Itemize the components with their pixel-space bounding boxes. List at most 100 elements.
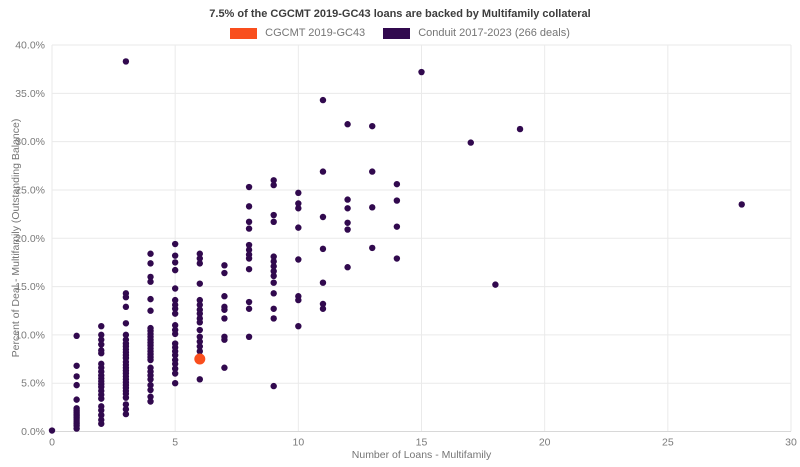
scatter-point[interactable] [270,382,277,390]
scatter-point[interactable] [98,341,105,348]
scatter-point[interactable] [48,427,56,434]
scatter-point[interactable] [738,201,745,208]
scatter-point[interactable] [245,298,253,306]
scatter-point[interactable] [98,350,105,357]
scatter-point[interactable] [344,219,351,226]
scatter-point[interactable] [295,256,302,263]
scatter-point[interactable] [147,386,154,394]
scatter-point[interactable] [171,351,179,359]
scatter-point[interactable] [467,139,474,146]
scatter-point[interactable] [171,365,179,372]
scatter-point[interactable] [393,197,401,204]
scatter-point[interactable] [270,253,277,260]
scatter-point[interactable] [245,183,253,191]
scatter-point[interactable] [196,280,203,287]
scatter-point[interactable] [196,301,203,309]
legend-item-cgcmt-2019-gc43[interactable]: CGCMT 2019-GC43 [230,27,365,39]
scatter-point[interactable] [171,252,179,259]
scatter-point[interactable] [270,290,277,297]
scatter-point[interactable] [98,420,105,427]
scatter-point[interactable] [171,305,179,312]
scatter-point[interactable] [73,425,80,432]
scatter-point[interactable] [221,315,228,322]
scatter-point[interactable] [73,381,80,389]
scatter-point[interactable] [98,336,105,343]
scatter-point[interactable] [122,320,130,327]
scatter-point[interactable] [196,260,203,267]
scatter-point[interactable] [221,306,228,313]
scatter-point[interactable] [270,279,277,286]
scatter-point[interactable] [344,264,351,271]
scatter-point[interactable] [122,394,130,401]
scatter-point[interactable] [147,250,154,257]
scatter-point[interactable] [196,376,203,383]
scatter-point[interactable] [147,295,154,303]
scatter-point[interactable] [73,396,80,403]
scatter-point[interactable] [147,278,154,285]
scatter-point[interactable] [122,410,130,418]
scatter-point[interactable] [221,293,228,300]
scatter-point[interactable] [171,330,179,338]
scatter-point[interactable] [344,205,351,212]
scatter-point[interactable] [344,121,351,128]
scatter-point[interactable] [245,241,253,249]
scatter-point[interactable] [319,305,327,312]
scatter-point[interactable] [245,265,253,273]
scatter-point[interactable] [171,259,179,266]
scatter-point[interactable] [196,333,203,341]
scatter-point[interactable] [171,240,179,248]
scatter-point[interactable] [270,272,277,280]
scatter-point[interactable] [344,226,351,233]
scatter-point[interactable] [147,381,154,389]
scatter-point[interactable] [295,205,302,212]
scatter-point[interactable] [147,273,154,281]
scatter-point[interactable] [270,177,277,184]
scatter-point[interactable] [196,296,203,304]
scatter-point[interactable] [516,125,524,133]
scatter-point[interactable] [245,203,253,210]
scatter-point[interactable] [319,300,327,308]
scatter-point[interactable] [122,406,130,413]
scatter-point[interactable] [245,225,253,232]
scatter-point[interactable] [122,58,130,65]
scatter-point[interactable] [295,296,302,304]
scatter-point[interactable] [147,393,154,400]
scatter-point[interactable] [122,303,130,311]
scatter-point[interactable] [147,356,154,364]
scatter-point[interactable] [196,343,203,350]
scatter-point[interactable] [270,267,277,275]
scatter-point[interactable] [171,285,179,292]
scatter-point[interactable] [270,211,277,219]
scatter-point[interactable] [295,322,302,330]
scatter-point[interactable] [98,407,105,414]
scatter-point[interactable] [73,332,80,340]
highlight-point[interactable] [194,353,206,365]
scatter-point[interactable] [344,196,351,203]
scatter-point[interactable] [147,260,154,267]
scatter-point[interactable] [122,331,130,339]
scatter-point[interactable] [245,246,253,254]
scatter-point[interactable] [369,122,376,130]
scatter-point[interactable] [171,266,179,274]
scatter-point[interactable] [393,180,401,188]
scatter-point[interactable] [196,255,203,262]
scatter-point[interactable] [369,168,376,175]
scatter-point[interactable] [147,307,154,314]
scatter-point[interactable] [492,281,499,288]
scatter-point[interactable] [171,379,179,387]
scatter-point[interactable] [171,360,179,368]
scatter-point[interactable] [147,398,154,405]
scatter-point[interactable] [270,181,277,189]
scatter-point[interactable] [98,411,105,419]
scatter-point[interactable] [147,376,154,383]
scatter-point[interactable] [221,336,228,343]
legend-item-conduit-2017-2023[interactable]: Conduit 2017-2023 (266 deals) [383,27,570,39]
scatter-point[interactable] [73,373,80,380]
scatter-point[interactable] [171,310,179,317]
scatter-point[interactable] [171,322,179,329]
scatter-point[interactable] [393,223,401,230]
scatter-point[interactable] [319,279,327,286]
scatter-point[interactable] [270,305,277,312]
scatter-point[interactable] [319,213,327,221]
scatter-point[interactable] [245,333,253,341]
